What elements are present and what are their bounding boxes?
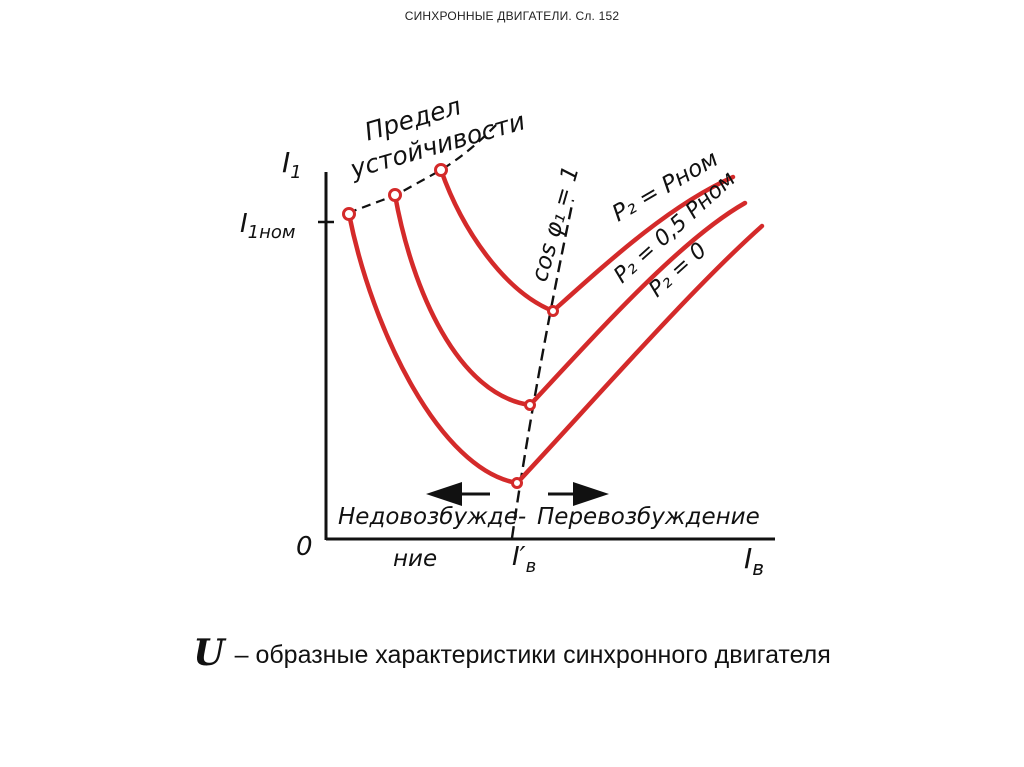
limit-point-p2-nom xyxy=(434,163,448,177)
slide-header: СИНХРОННЫЕ ДВИГАТЕЛИ. Сл. 152 xyxy=(404,9,620,23)
y-axis-label: I1 xyxy=(282,146,302,183)
y-tick-label-i1nom: I1ном xyxy=(240,209,295,243)
under-excitation-label: Недовозбужде- xyxy=(338,504,526,530)
min-point-p2-zero xyxy=(511,477,523,489)
under-excitation-label-cont: ние xyxy=(393,546,437,572)
min-point-p2-half-nom xyxy=(524,399,536,411)
over-excitation-label: Перевозбуждение xyxy=(537,504,760,530)
curve-p2-nom xyxy=(438,167,736,314)
u-curves-diagram: I1 I1ном 0 Iв I′в Недовозбужде- ние Пере… xyxy=(240,91,775,580)
x-axis-label: Iв xyxy=(744,542,764,580)
caption-text: – образные характеристики синхронного дв… xyxy=(234,641,831,669)
limit-point-p2-half-nom xyxy=(388,188,402,202)
x-tick-label-ib-prime: I′в xyxy=(512,542,536,577)
stability-limit-line xyxy=(347,123,498,215)
min-point-p2-nom xyxy=(547,305,559,317)
caption-u-symbol: U xyxy=(193,632,225,674)
unity-pf-line xyxy=(510,199,575,539)
limit-point-p2-zero xyxy=(342,207,356,221)
unity-pf-label: cos φ₁ = 1 xyxy=(527,163,585,284)
origin-label: 0 xyxy=(296,532,313,562)
slide-caption: U – образные характеристики синхронного д… xyxy=(0,632,1024,674)
